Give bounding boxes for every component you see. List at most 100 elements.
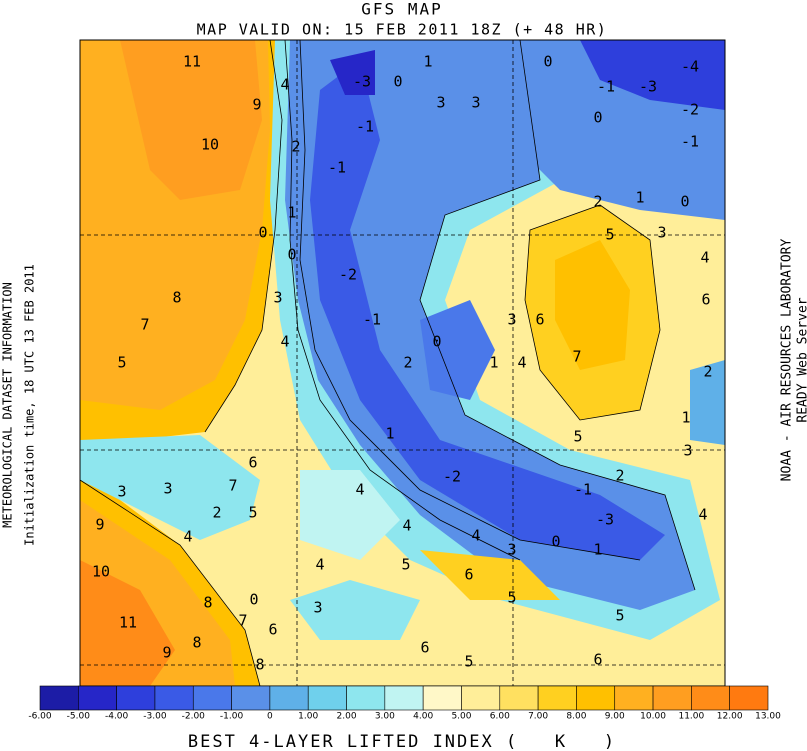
contour-label: 5 bbox=[615, 607, 624, 625]
contour-label: 3 bbox=[507, 541, 516, 559]
contours bbox=[80, 40, 696, 686]
contour-label: 4 bbox=[698, 506, 707, 524]
region bbox=[120, 40, 262, 200]
colorbar-tick-label: 0 bbox=[267, 712, 273, 722]
contour-label: 1 bbox=[681, 409, 690, 427]
side-left-2: Initialization time, 18 UTC 13 FEB 2011 bbox=[23, 264, 37, 546]
contour-label: 1 bbox=[423, 53, 432, 71]
contour-label: 5 bbox=[507, 589, 516, 607]
contour-label: -1 bbox=[328, 159, 346, 177]
contour-label: 3 bbox=[657, 224, 666, 242]
contour-label: 6 bbox=[535, 311, 544, 329]
contour-label: 6 bbox=[593, 651, 602, 669]
contour-label: 1 bbox=[489, 354, 498, 372]
contour-label: 7 bbox=[228, 477, 237, 495]
colorbar-swatch bbox=[116, 685, 156, 711]
contour-label: 2 bbox=[615, 467, 624, 485]
contour-label: 4 bbox=[471, 527, 480, 545]
region bbox=[420, 300, 495, 400]
side-left-1: METEOROLOGICAL DATASET INFORMATION bbox=[1, 282, 15, 528]
contour-label: 3 bbox=[117, 483, 126, 501]
colorbar-tick-label: 2.00 bbox=[337, 712, 357, 722]
region bbox=[80, 560, 175, 686]
colorbar-swatch bbox=[307, 685, 347, 711]
colorbar-tick-label: -6.00 bbox=[28, 712, 52, 722]
contour-label: -2 bbox=[681, 101, 699, 119]
contour-label: 2 bbox=[703, 363, 712, 381]
contour-label: 11 bbox=[119, 614, 137, 632]
contour-label: -1 bbox=[574, 481, 592, 499]
contour-label: 3 bbox=[507, 311, 516, 329]
contour-label: 4 bbox=[183, 528, 192, 546]
contour-label: 8 bbox=[255, 656, 264, 674]
contour-label: 6 bbox=[248, 454, 257, 472]
contour-label: -2 bbox=[443, 468, 461, 486]
contour-label: 8 bbox=[203, 594, 212, 612]
contour-label: -4 bbox=[681, 58, 699, 76]
region bbox=[285, 40, 695, 610]
colorbar-tick-label: 11.00 bbox=[678, 712, 704, 722]
contour-label: 2 bbox=[403, 354, 412, 372]
colorbar-tick-label: 6.00 bbox=[490, 712, 510, 722]
colorbar-tick-label: 5.00 bbox=[451, 712, 471, 722]
region bbox=[290, 580, 420, 640]
contour-label: 0 bbox=[680, 193, 689, 211]
colorbar-swatch bbox=[154, 685, 194, 711]
subtitle: MAP VALID ON: 15 FEB 2011 18Z (+ 48 HR) bbox=[197, 21, 608, 39]
contour-label: 9 bbox=[162, 644, 171, 662]
contour-label: -3 bbox=[639, 78, 657, 96]
contour-label: 2 bbox=[593, 193, 602, 211]
title: GFS MAP bbox=[361, 0, 442, 19]
colorbar-swatch bbox=[461, 685, 501, 711]
colorbar-tick-label: 1.00 bbox=[298, 712, 318, 722]
colorbar-swatch bbox=[691, 685, 730, 711]
contour-label: 0 bbox=[432, 333, 441, 351]
contour-label: 5 bbox=[248, 504, 257, 522]
colorbar-tick-label: 3.00 bbox=[375, 712, 395, 722]
contour-label: 10 bbox=[201, 136, 219, 154]
contour-label: 3 bbox=[471, 94, 480, 112]
contour-label: 4 bbox=[517, 354, 526, 372]
contour-label: 7 bbox=[238, 612, 247, 630]
colorbar-swatch bbox=[576, 685, 616, 711]
contour-label: 4 bbox=[280, 333, 289, 351]
contour-label: 7 bbox=[572, 348, 581, 366]
contour-label: 7 bbox=[140, 316, 149, 334]
colorbar-swatch bbox=[231, 685, 271, 711]
colorbar-tick-label: 12.00 bbox=[717, 712, 743, 722]
region bbox=[420, 550, 560, 600]
contour-label: 10 bbox=[92, 563, 110, 581]
colorbar-tick-label: -4.00 bbox=[105, 712, 129, 722]
colorbar: -6.00 -5.00 -4.00 -3.00 -2.00 -1.00 0 1.00 2.00 3… bbox=[28, 685, 781, 722]
contour-label: 2 bbox=[291, 138, 300, 156]
contour-label: -3 bbox=[353, 73, 371, 91]
colorbar-tick-label: 8.00 bbox=[566, 712, 586, 722]
contour-label: 0 bbox=[258, 224, 267, 242]
colorbar-tick-label: 7.00 bbox=[528, 712, 548, 722]
contour-label: 4 bbox=[280, 76, 289, 94]
region bbox=[690, 360, 725, 445]
contour-label: 9 bbox=[95, 516, 104, 534]
contour-label: 0 bbox=[393, 73, 402, 91]
contour-label: -1 bbox=[597, 78, 615, 96]
colorbar-swatch bbox=[346, 685, 386, 711]
contour-label: 5 bbox=[573, 428, 582, 446]
colorbar-tick-label: -2.00 bbox=[182, 712, 206, 722]
contour-label: 3 bbox=[436, 94, 445, 112]
region bbox=[555, 240, 630, 370]
contour-label: 1 bbox=[635, 189, 644, 207]
colorbar-tick-label: 4.00 bbox=[413, 712, 433, 722]
contour-label: 3 bbox=[273, 289, 282, 307]
contour-label: 1 bbox=[287, 204, 296, 222]
colorbar-swatch bbox=[537, 685, 577, 711]
contour-label: 9 bbox=[252, 96, 261, 114]
contour-label: 4 bbox=[355, 481, 364, 499]
contour-label: 4 bbox=[315, 556, 324, 574]
contour-label: 4 bbox=[700, 249, 709, 267]
colorbar-swatch bbox=[422, 685, 462, 711]
colorbar-swatch bbox=[192, 685, 232, 711]
contour-label: -1 bbox=[363, 311, 381, 329]
colorbar-swatch bbox=[652, 685, 692, 711]
